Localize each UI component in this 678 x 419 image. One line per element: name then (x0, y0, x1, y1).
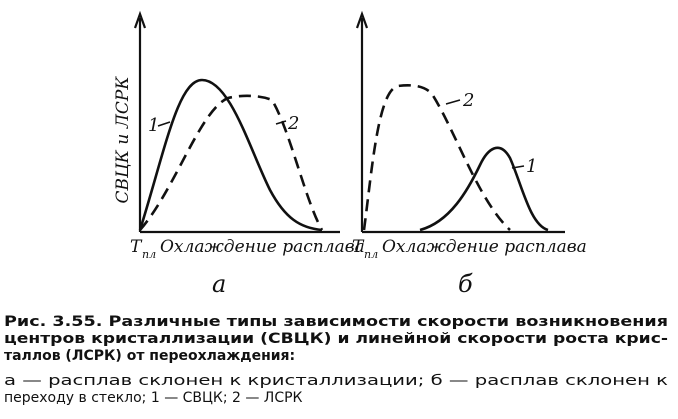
panel-a: СВЦК и ЛСРК 1 2 T пл Охлаждение расплава… (113, 10, 365, 298)
curve-1 (138, 78, 323, 232)
leader (511, 165, 525, 169)
x-axis-label: Охлаждение расплава (382, 237, 587, 257)
leader (157, 121, 171, 127)
legend-line: а — расплав склонен к кристаллизации; б … (4, 373, 668, 389)
x-symbol: T (130, 237, 143, 257)
curve-2 (362, 83, 511, 231)
caption-line: центров кристаллизации (СВЦК) и линейной… (4, 331, 668, 347)
curve-label: 2 (462, 90, 474, 111)
curve-label: 1 (526, 156, 537, 177)
curve-1 (419, 146, 549, 232)
caption-line: таллов (ЛСРК) от переохлаждения: (4, 348, 295, 364)
x-symbol: T (352, 237, 365, 257)
leader (445, 99, 461, 105)
curve-2 (139, 94, 324, 231)
curve-label: 1 (148, 115, 159, 136)
curve-label: 2 (287, 113, 299, 134)
leader (275, 120, 287, 125)
axes (133, 10, 340, 234)
caption-line: Рис. 3.55. Различные типы зависимости ск… (4, 314, 668, 330)
y-axis-label: СВЦК и ЛСРК (113, 76, 133, 204)
panel-letter: а (212, 270, 226, 298)
panel-b: 2 1 T пл Охлаждение расплава б (352, 10, 587, 298)
x-subscript: пл (142, 248, 156, 261)
axes (355, 10, 565, 234)
x-axis-label: Охлаждение расплава (160, 237, 365, 257)
x-subscript: пл (364, 248, 378, 261)
legend-line: переходу в стекло; 1 — СВЦК; 2 — ЛСРК (4, 390, 303, 406)
panel-letter: б (458, 270, 473, 298)
